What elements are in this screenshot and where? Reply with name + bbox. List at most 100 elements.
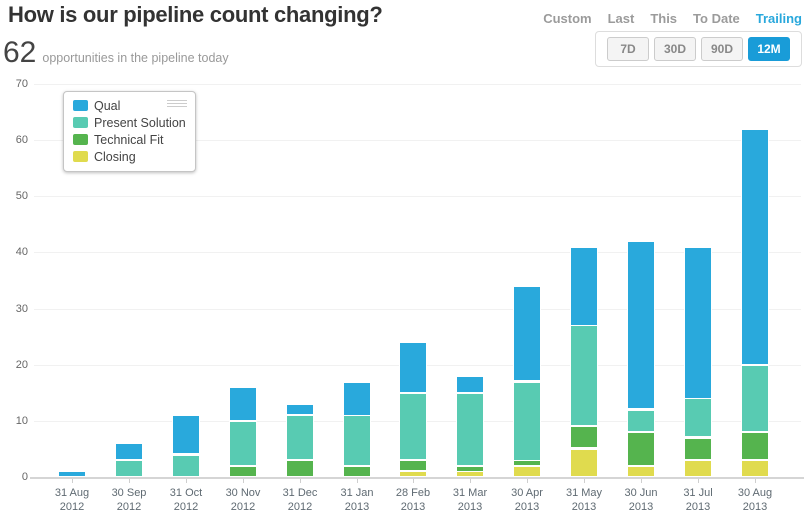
bar-segment-technical-fit[interactable] (456, 466, 484, 472)
x-axis-label: 31 Mar 2013 (452, 487, 488, 513)
bar-segment-qual[interactable] (58, 471, 86, 477)
pipeline-metric: 62 opportunities in the pipeline today (3, 36, 229, 70)
gridline (34, 140, 801, 141)
y-axis-label: 20 (15, 359, 28, 371)
bar-segment-qual[interactable] (343, 382, 371, 416)
bar-segment-present-solution[interactable] (513, 382, 541, 461)
bar-segment-present-solution[interactable] (172, 455, 200, 477)
duration-button-7d[interactable]: 7D (607, 37, 649, 61)
range-link-custom[interactable]: Custom (543, 11, 592, 26)
bar-segment-qual[interactable] (456, 376, 484, 393)
bar-segment-present-solution[interactable] (684, 398, 712, 437)
duration-button-12m[interactable]: 12M (748, 37, 790, 61)
legend-swatch-present-solution (73, 117, 88, 128)
x-axis-tick (755, 479, 756, 483)
bar-segment-technical-fit[interactable] (229, 466, 257, 477)
range-type-nav: Custom Last This To Date Trailing (543, 11, 802, 26)
x-axis-tick (413, 479, 414, 483)
bar-segment-present-solution[interactable] (115, 460, 143, 477)
x-axis-tick (186, 479, 187, 483)
bar-segment-technical-fit[interactable] (684, 438, 712, 460)
legend-item-qual[interactable]: Qual (73, 98, 187, 113)
bar-segment-qual[interactable] (172, 415, 200, 454)
bar-segment-present-solution[interactable] (456, 393, 484, 466)
bar-segment-closing[interactable] (570, 449, 598, 477)
duration-button-group: 7D 30D 90D 12M (595, 31, 802, 67)
x-axis-tick (72, 479, 73, 483)
y-axis-label: 0 (21, 471, 28, 483)
bar-segment-qual[interactable] (627, 241, 655, 409)
x-axis-label: 31 Oct 2012 (169, 487, 203, 513)
legend-item-present-solution[interactable]: Present Solution (73, 115, 187, 130)
bar-segment-present-solution[interactable] (343, 415, 371, 466)
legend-drag-handle-icon[interactable] (167, 100, 187, 109)
bar-segment-present-solution[interactable] (570, 325, 598, 426)
y-axis-label: 50 (15, 190, 28, 202)
gridline (34, 196, 801, 197)
bar-segment-technical-fit[interactable] (627, 432, 655, 466)
legend-label: Present Solution (94, 115, 186, 130)
range-link-this[interactable]: This (650, 11, 678, 26)
legend-label: Qual (94, 98, 121, 113)
bar-segment-qual[interactable] (513, 286, 541, 381)
bar-segment-qual[interactable] (684, 247, 712, 399)
bar-segment-qual[interactable] (286, 404, 314, 415)
legend-items: Qual Present Solution Technical Fit Closing (73, 98, 187, 164)
page-title: How is our pipeline count changing? (8, 2, 383, 27)
legend-swatch-closing (73, 151, 88, 162)
range-link-trailing[interactable]: Trailing (755, 11, 802, 26)
x-axis-tick (641, 479, 642, 483)
x-axis-tick (129, 479, 130, 483)
x-axis-label: 30 Apr 2013 (511, 487, 543, 513)
x-axis-tick (470, 479, 471, 483)
y-axis-label: 10 (15, 415, 28, 427)
bar-segment-technical-fit[interactable] (570, 426, 598, 448)
x-axis-label: 30 Sep 2012 (111, 487, 147, 513)
x-axis-tick (527, 479, 528, 483)
bar-segment-technical-fit[interactable] (343, 466, 371, 477)
bar-segment-closing[interactable] (684, 460, 712, 477)
bar-segment-qual[interactable] (741, 129, 769, 365)
bar-segment-qual[interactable] (229, 387, 257, 421)
bar-segment-closing[interactable] (741, 460, 769, 477)
gridline (34, 252, 801, 253)
range-link-last[interactable]: Last (607, 11, 635, 26)
legend-swatch-technical-fit (73, 134, 88, 145)
range-link-to-date[interactable]: To Date (693, 11, 740, 26)
bar-segment-present-solution[interactable] (286, 415, 314, 460)
duration-button-90d[interactable]: 90D (701, 37, 743, 61)
x-axis-tick (584, 479, 585, 483)
bar-segment-present-solution[interactable] (627, 410, 655, 432)
x-axis-tick (300, 479, 301, 483)
x-axis-tick (698, 479, 699, 483)
chart-legend[interactable]: Qual Present Solution Technical Fit Closing (63, 91, 196, 172)
bar-segment-qual[interactable] (399, 342, 427, 393)
bar-segment-technical-fit[interactable] (741, 432, 769, 460)
x-axis-label: 31 Jul 2013 (683, 487, 713, 513)
bar-segment-closing[interactable] (513, 466, 541, 477)
bar-segment-qual[interactable] (570, 247, 598, 326)
duration-button-30d[interactable]: 30D (654, 37, 696, 61)
bar-segment-present-solution[interactable] (399, 393, 427, 460)
x-axis-label: 31 May 2013 (565, 487, 603, 513)
bar-segment-closing[interactable] (627, 466, 655, 477)
x-axis-tick (357, 479, 358, 483)
y-axis-label: 70 (15, 78, 28, 90)
legend-swatch-qual (73, 100, 88, 111)
bar-segment-present-solution[interactable] (741, 365, 769, 432)
bar-segment-present-solution[interactable] (229, 421, 257, 466)
x-axis-tick (243, 479, 244, 483)
x-axis-label: 31 Aug 2012 (54, 487, 90, 513)
legend-item-closing[interactable]: Closing (73, 149, 187, 164)
bar-segment-technical-fit[interactable] (286, 460, 314, 477)
bar-segment-technical-fit[interactable] (399, 460, 427, 471)
legend-item-technical-fit[interactable]: Technical Fit (73, 132, 187, 147)
bar-segment-closing[interactable] (399, 471, 427, 477)
bar-segment-qual[interactable] (115, 443, 143, 460)
y-axis-label: 30 (15, 303, 28, 315)
x-axis-label: 31 Dec 2012 (282, 487, 318, 513)
y-axis-label: 40 (15, 246, 28, 258)
gridline (34, 309, 801, 310)
